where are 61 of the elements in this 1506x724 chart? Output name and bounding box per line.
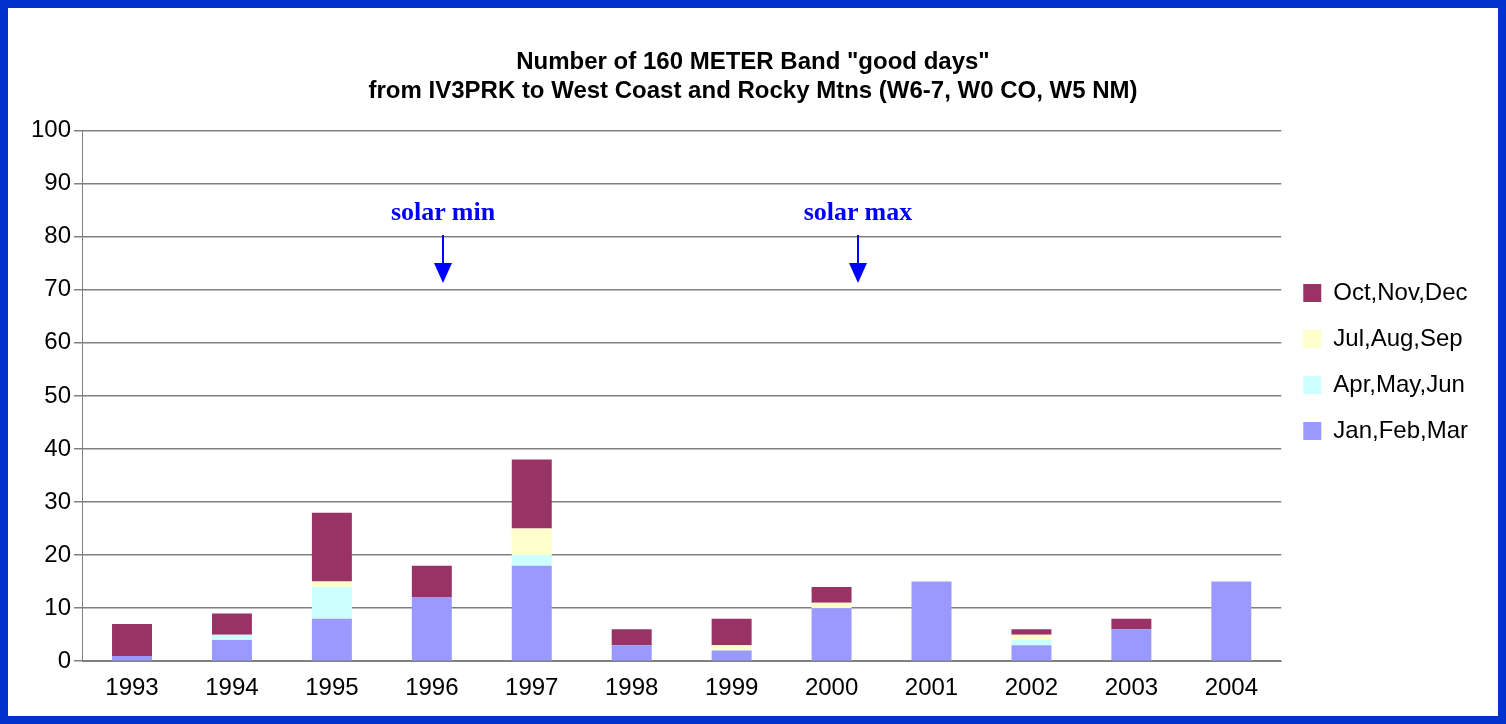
bar [711, 650, 752, 661]
x-tick-label: 1996 [405, 673, 459, 701]
y-tick-label: 0 [57, 645, 72, 673]
bar [1011, 639, 1052, 646]
y-tick-label: 90 [44, 168, 72, 196]
bar [1011, 629, 1052, 635]
y-tick-label: 80 [44, 221, 72, 249]
bar [1111, 618, 1152, 630]
bar [211, 634, 252, 640]
text: from IV3PRK to West Coast and Rocky Mtns (W6-7, W0 CO, W5 NM) [368, 75, 1138, 103]
bar [811, 586, 852, 603]
bar [1211, 581, 1252, 661]
bar [411, 565, 452, 598]
y-tick-label: 70 [44, 274, 72, 302]
bar [211, 613, 252, 635]
annotation: solar min [390, 196, 496, 226]
x-tick-label: 2002 [1004, 673, 1059, 701]
bar [511, 459, 552, 529]
legend-label: Jan,Feb,Mar [1333, 415, 1469, 443]
legend-label: Apr,May,Jun [1333, 369, 1465, 397]
legend-label: Jul,Aug,Sep [1333, 323, 1463, 351]
x-tick-label: 2001 [904, 673, 959, 701]
bar [211, 639, 252, 661]
bar [811, 608, 852, 661]
bar [511, 555, 552, 566]
x-tick-label: 1999 [704, 673, 759, 701]
bar [311, 581, 352, 587]
bar [911, 581, 952, 661]
bar [711, 618, 752, 646]
bar [311, 586, 352, 619]
x-tick-label: 1998 [605, 673, 659, 701]
legend-label: Oct,Nov,Dec [1333, 277, 1468, 305]
bar [511, 528, 552, 556]
bar [311, 618, 352, 661]
bar [511, 565, 552, 661]
bar [112, 624, 152, 656]
annotation: solar max [803, 196, 913, 226]
x-tick-label: 2000 [804, 673, 859, 701]
x-tick-label: 2004 [1204, 673, 1259, 701]
y-tick-label: 50 [44, 380, 72, 408]
bar [1011, 645, 1052, 661]
bar [711, 645, 752, 651]
text: Number of 160 METER Band "good days" [516, 47, 990, 75]
x-tick-label: 1997 [505, 673, 559, 701]
y-tick-label: 100 [31, 115, 72, 143]
bar [811, 602, 852, 609]
y-tick-label: 10 [44, 592, 72, 620]
y-tick-label: 30 [44, 486, 72, 514]
x-tick-label: 1993 [105, 673, 159, 701]
bar [1011, 634, 1052, 640]
x-tick-label: 1994 [205, 673, 259, 701]
bar [311, 512, 352, 582]
bar [411, 597, 452, 661]
bar [611, 629, 652, 646]
y-tick-label: 20 [44, 539, 72, 567]
x-tick-label: 2003 [1104, 673, 1159, 701]
y-tick-label: 60 [44, 327, 72, 355]
y-tick-label: 40 [44, 433, 72, 461]
bar [1111, 629, 1152, 661]
bar [611, 645, 652, 661]
x-tick-label: 1995 [305, 673, 359, 701]
